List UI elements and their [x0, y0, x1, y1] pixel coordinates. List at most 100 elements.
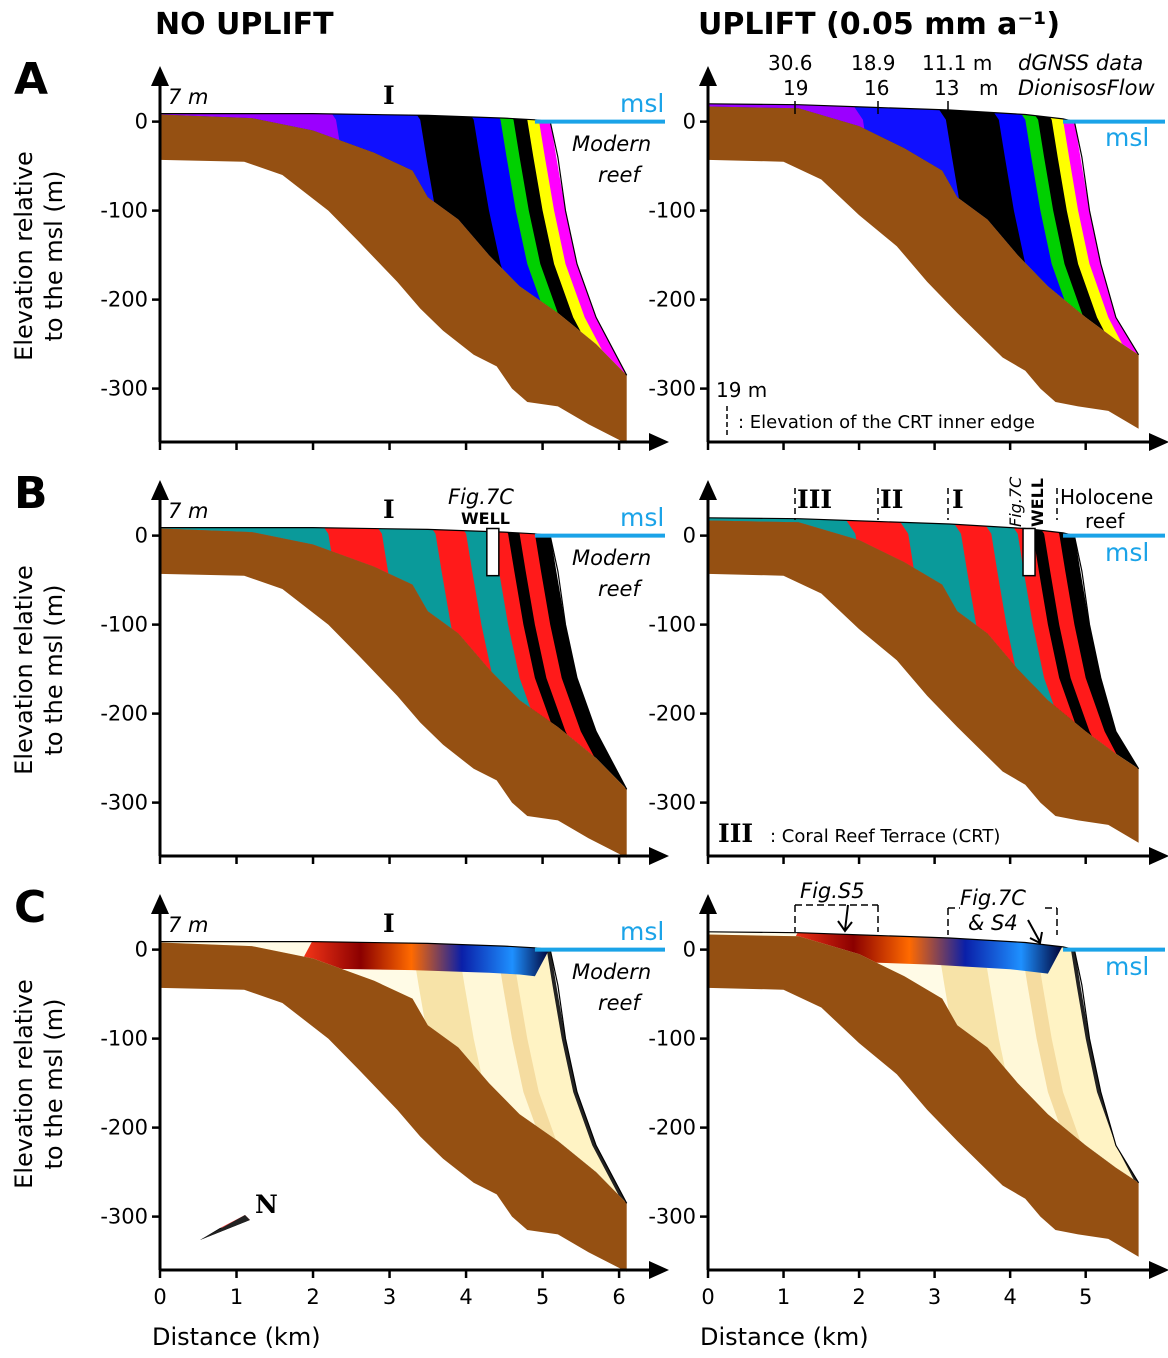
y-axis-label: to the msl (m): [40, 170, 68, 341]
y-tick-label: 0: [683, 524, 696, 548]
annotation: reef: [598, 991, 643, 1015]
annotation: I: [383, 909, 395, 938]
y-tick-label: -100: [648, 1027, 696, 1051]
annotation: msl: [620, 89, 664, 118]
y-tick-label: -100: [100, 199, 148, 223]
x-tick-label: 4: [459, 1285, 472, 1309]
x-tick-label: 6: [612, 1285, 625, 1309]
y-tick-label: -300: [100, 377, 148, 401]
north-arrow: [200, 1215, 250, 1240]
annotation: I: [952, 485, 964, 514]
annotation: : Coral Reef Terrace (CRT): [770, 826, 1000, 847]
annotation: Holocene: [1060, 485, 1153, 509]
annotation: Modern: [572, 132, 651, 156]
y-tick-label: -200: [648, 702, 696, 726]
annotation: 11.1 m: [922, 51, 992, 75]
axis-arrow: [151, 480, 169, 500]
annotation: dGNSS data: [1018, 51, 1143, 75]
x-tick-label: 1: [230, 1285, 243, 1309]
x-tick-label: 3: [383, 1285, 396, 1309]
annotation: Fig.7C: [448, 485, 514, 509]
annotation: 30.6: [768, 51, 813, 75]
annotation: m: [979, 76, 998, 100]
annotation: III: [797, 485, 832, 514]
y-axis-label: Elevation relative: [10, 979, 38, 1189]
x-tick-label: 1: [777, 1285, 790, 1309]
panel-label: C: [14, 882, 46, 933]
axis-arrow: [649, 433, 669, 451]
axis-arrow: [649, 1261, 669, 1279]
annotation: I: [383, 81, 395, 110]
annotation: Modern: [572, 960, 651, 984]
x-axis-label: Distance (km): [152, 1323, 321, 1351]
y-tick-label: -200: [100, 1116, 148, 1140]
top-band: [783, 931, 1063, 974]
annotation: msl: [620, 503, 664, 532]
x-tick-label: 4: [1003, 1285, 1016, 1309]
y-tick-label: -100: [100, 1027, 148, 1051]
annotation: II: [880, 485, 903, 514]
y-axis-label: to the msl (m): [40, 998, 68, 1169]
y-tick-label: 0: [683, 110, 696, 134]
x-tick-label: 5: [536, 1285, 549, 1309]
basement: [160, 114, 627, 444]
annotation: N: [255, 1190, 278, 1219]
panel-label: B: [14, 468, 48, 519]
axis-arrow: [699, 480, 717, 500]
annotation: III: [718, 819, 753, 848]
y-tick-label: -300: [648, 1205, 696, 1229]
annotation: Fig.7C: [1006, 476, 1025, 527]
annotation: reef: [598, 577, 643, 601]
annotation: msl: [1105, 123, 1149, 152]
annotation: 7 m: [168, 913, 209, 937]
annotation: 18.9: [851, 51, 896, 75]
x-tick-label: 2: [852, 1285, 865, 1309]
axis-arrow: [1149, 1261, 1168, 1279]
basement: [708, 934, 1139, 1257]
x-tick-label: 2: [306, 1285, 319, 1309]
y-axis-label: Elevation relative: [10, 151, 38, 361]
y-tick-label: 0: [683, 938, 696, 962]
axis-arrow: [649, 847, 669, 865]
annotation: 7 m: [168, 85, 209, 109]
x-tick-label: 0: [701, 1285, 714, 1309]
y-tick-label: -300: [648, 377, 696, 401]
annotation: msl: [1105, 538, 1149, 567]
annotation: DionisosFlow: [1018, 76, 1155, 100]
y-axis-label: Elevation relative: [10, 565, 38, 775]
well: [1022, 527, 1036, 577]
x-tick-label: 5: [1079, 1285, 1092, 1309]
column-title: NO UPLIFT: [155, 7, 334, 42]
y-tick-label: 0: [135, 938, 148, 962]
pointer-arrow: [837, 904, 853, 933]
y-tick-label: -300: [648, 791, 696, 815]
y-tick-label: -100: [648, 613, 696, 637]
annotation: WELL: [1028, 478, 1047, 527]
annotation: I: [383, 495, 395, 524]
annotation: msl: [620, 917, 664, 946]
axis-arrow: [699, 894, 717, 914]
axis-arrow: [1149, 847, 1168, 865]
annotation: 7 m: [168, 499, 209, 523]
basement: [160, 528, 627, 858]
basement: [708, 106, 1139, 429]
y-tick-label: 0: [135, 524, 148, 548]
y-tick-label: -200: [648, 288, 696, 312]
y-tick-label: -100: [648, 199, 696, 223]
annotation: Fig.S5: [800, 879, 865, 903]
top-band: [297, 941, 551, 977]
annotation: reef: [598, 163, 643, 187]
y-axis-label: to the msl (m): [40, 584, 68, 755]
annotation: msl: [1105, 952, 1149, 981]
axis-arrow: [699, 66, 717, 86]
annotation: WELL: [461, 509, 510, 528]
y-tick-label: -100: [100, 613, 148, 637]
y-tick-label: 0: [135, 110, 148, 134]
y-tick-label: -300: [100, 791, 148, 815]
annotation: reef: [1085, 509, 1125, 533]
column-title: UPLIFT (0.05 mm a⁻¹): [698, 7, 1060, 42]
x-tick-label: 3: [928, 1285, 941, 1309]
annotation: 19: [783, 76, 808, 100]
y-tick-label: -300: [100, 1205, 148, 1229]
